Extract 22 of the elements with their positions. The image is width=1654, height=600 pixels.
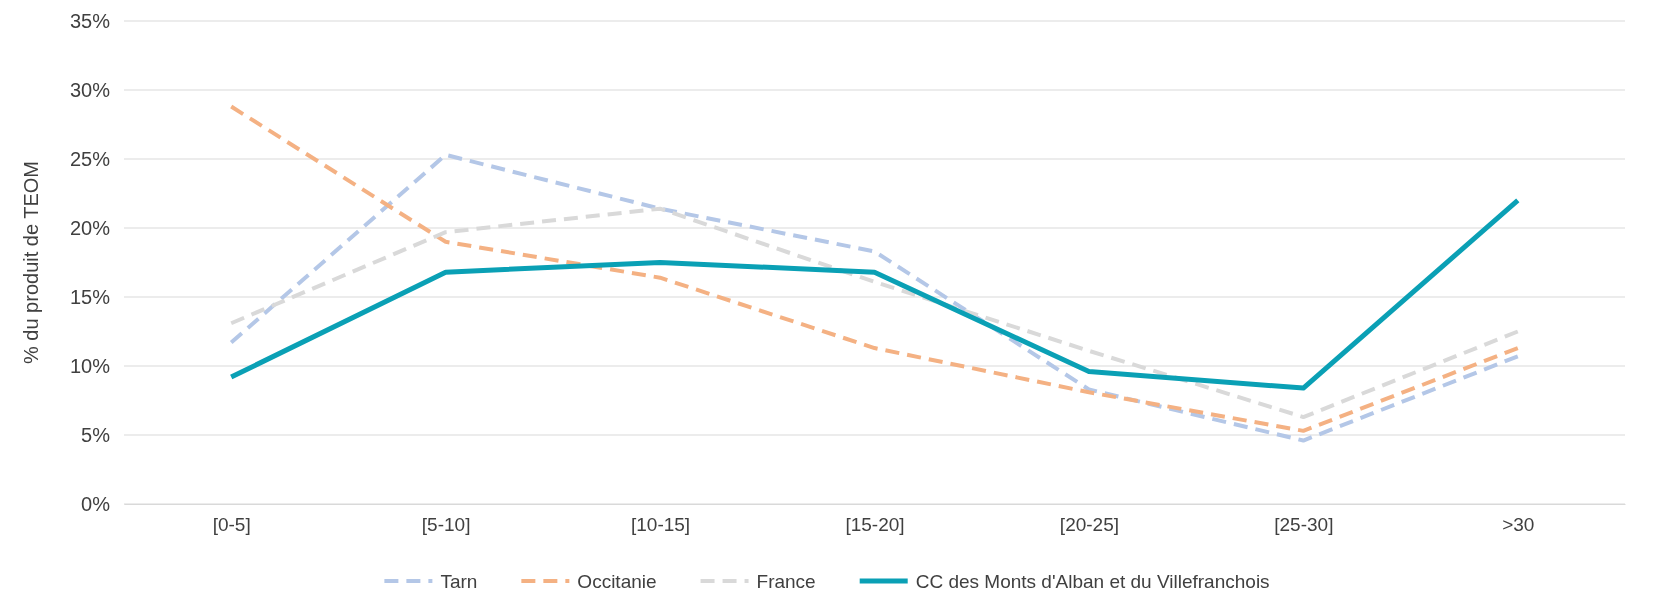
y-axis-title: % du produit de TEOM: [20, 160, 42, 365]
y-tick-label: 30%: [69, 78, 111, 101]
y-tick-label: 35%: [69, 9, 111, 32]
y-tick-label: 10%: [69, 354, 111, 377]
x-tick-label: [25-30]: [1274, 514, 1334, 536]
line-series: [229, 152, 1520, 443]
y-tick-label: 0%: [81, 492, 111, 515]
x-tick-label: [0-5]: [212, 514, 251, 536]
legend-label: CC des Monts d'Alban et du Villefranchois: [915, 571, 1270, 592]
legend-label: Tarn: [440, 571, 478, 592]
y-tick-label: 20%: [69, 216, 111, 239]
x-tick-label: >30: [1502, 514, 1535, 536]
legend-label: Occitanie: [577, 571, 657, 592]
x-tick-label: [20-25]: [1059, 514, 1120, 536]
legend-label: France: [756, 571, 816, 592]
y-tick-label: 5%: [81, 423, 111, 446]
x-tick-label: [10-15]: [630, 514, 691, 536]
line-series: [229, 104, 1520, 433]
y-tick-label: 15%: [69, 285, 111, 308]
x-tick-label: [5-10]: [421, 514, 471, 536]
y-tick-label: 25%: [69, 147, 111, 170]
x-tick-label: [15-20]: [845, 514, 905, 536]
